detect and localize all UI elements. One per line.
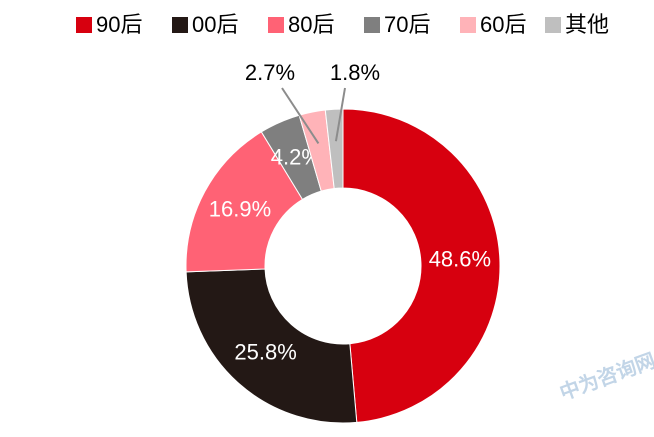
- legend-label: 60后: [480, 12, 526, 37]
- data-label: 16.9%: [209, 196, 271, 221]
- legend-label: 90后: [96, 12, 142, 37]
- legend-label: 70后: [384, 12, 430, 37]
- legend-swatch: [460, 17, 476, 33]
- data-label: 25.8%: [234, 340, 296, 365]
- legend-label: 其他: [565, 12, 609, 37]
- watermark: 中为咨询网: [556, 348, 654, 405]
- donut-slice: [342, 108, 501, 423]
- data-label: 48.6%: [429, 247, 491, 272]
- data-label: 1.8%: [330, 60, 380, 85]
- legend-swatch: [76, 17, 92, 33]
- legend-label: 00后: [192, 12, 238, 37]
- donut-slice: [185, 268, 358, 424]
- legend-label: 80后: [288, 12, 334, 37]
- leader-line: [281, 87, 320, 144]
- data-label: 2.7%: [245, 60, 295, 85]
- leader-line: [334, 87, 346, 142]
- legend-swatch: [172, 17, 188, 33]
- legend-swatch: [268, 17, 284, 33]
- legend-swatch: [545, 17, 561, 33]
- legend-swatch: [364, 17, 380, 33]
